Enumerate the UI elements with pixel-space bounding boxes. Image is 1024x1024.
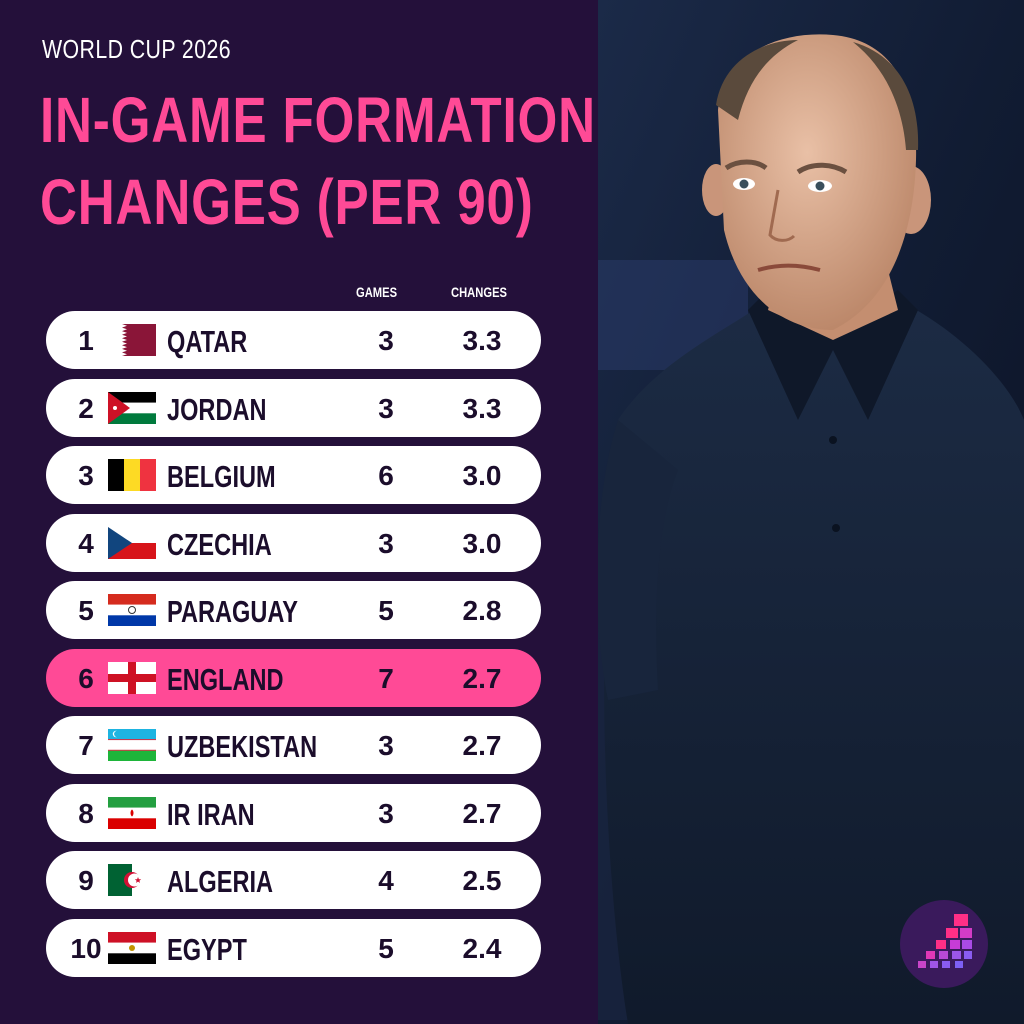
games-value: 4 xyxy=(378,865,394,896)
rank: 8 xyxy=(78,797,94,829)
country-name: QATAR xyxy=(167,324,248,359)
country-name: PARAGUAY xyxy=(167,594,298,629)
games-value: 3 xyxy=(378,797,394,829)
changes-value: 2.8 xyxy=(462,595,502,626)
brand-logo-glyph xyxy=(918,914,972,968)
table-row: 8 IR IRAN 3 2.7 xyxy=(46,783,541,842)
country-name: BELGIUM xyxy=(167,459,276,494)
england-flag-icon xyxy=(108,661,156,694)
czechia-flag-icon xyxy=(108,526,156,559)
games-value: 7 xyxy=(378,662,394,694)
rank: 6 xyxy=(78,662,94,694)
changes-value: 2.5 xyxy=(462,865,502,896)
rank: 10 xyxy=(70,932,102,964)
country-name: JORDAN xyxy=(167,391,267,427)
changes-value: 3.0 xyxy=(462,527,502,559)
iran-flag-icon xyxy=(108,796,156,829)
coach-photo xyxy=(598,0,1024,1024)
games-value: 3 xyxy=(378,730,394,761)
table-row-highlighted: 6 ENGLAND 7 2.7 xyxy=(46,648,541,707)
kicker: WORLD CUP 2026 xyxy=(42,34,232,64)
table-row: 3 BELGIUM 6 3.0 xyxy=(46,446,541,504)
ranking-table: 1 QATAR 3 3.3 2 JORDAN 3 3.3 3 BELGIUM 6… xyxy=(46,311,541,986)
uzbekistan-flag-icon xyxy=(108,729,156,761)
rank: 9 xyxy=(78,865,94,896)
changes-value: 3.0 xyxy=(462,460,502,491)
changes-value: 2.7 xyxy=(462,730,502,761)
belgium-flag-icon xyxy=(108,459,156,491)
rank: 7 xyxy=(78,730,94,761)
jordan-flag-icon xyxy=(108,391,156,424)
paraguay-flag-icon xyxy=(108,594,156,626)
changes-value: 3.3 xyxy=(462,392,502,424)
games-value: 5 xyxy=(378,595,394,626)
table-row: 10 EGYPT 5 2.4 xyxy=(46,918,541,977)
games-value: 3 xyxy=(378,325,394,356)
table-row: 4 CZECHIA 3 3.0 xyxy=(46,513,541,572)
country-name: EGYPT xyxy=(167,931,247,967)
table-row: 5 PARAGUAY 5 2.8 xyxy=(46,581,541,639)
rank: 5 xyxy=(78,595,94,626)
page-title-line-1: IN-GAME FORMATION xyxy=(40,84,596,156)
algeria-flag-icon xyxy=(108,864,156,896)
games-value: 6 xyxy=(378,460,394,491)
column-header-changes: CHANGES xyxy=(451,284,508,300)
page-title-line-2: CHANGES (PER 90) xyxy=(40,166,534,238)
changes-value: 2.7 xyxy=(462,662,502,694)
egypt-flag-icon xyxy=(108,931,156,964)
rank: 2 xyxy=(78,392,94,424)
brand-logo-icon xyxy=(900,900,988,988)
table-row: 1 QATAR 3 3.3 xyxy=(46,311,541,369)
changes-value: 2.7 xyxy=(462,797,502,829)
country-name: UZBEKISTAN xyxy=(167,729,318,764)
table-row: 2 JORDAN 3 3.3 xyxy=(46,378,541,437)
changes-value: 3.3 xyxy=(462,325,502,356)
table-row: 7 UZBEKISTAN 3 2.7 xyxy=(46,716,541,774)
column-header-games: GAMES xyxy=(356,284,398,300)
country-name: IR IRAN xyxy=(167,796,255,832)
changes-value: 2.4 xyxy=(462,932,502,964)
table-row: 9 ALGERIA 4 2.5 xyxy=(46,851,541,909)
rank: 3 xyxy=(78,460,94,491)
games-value: 3 xyxy=(378,527,394,559)
qatar-flag-icon xyxy=(108,324,156,356)
games-value: 3 xyxy=(378,392,394,424)
rank: 1 xyxy=(78,325,94,356)
country-name: CZECHIA xyxy=(167,526,272,562)
rank: 4 xyxy=(78,527,94,559)
country-name: ALGERIA xyxy=(167,864,274,899)
country-name: ENGLAND xyxy=(167,661,284,697)
games-value: 5 xyxy=(378,932,394,964)
